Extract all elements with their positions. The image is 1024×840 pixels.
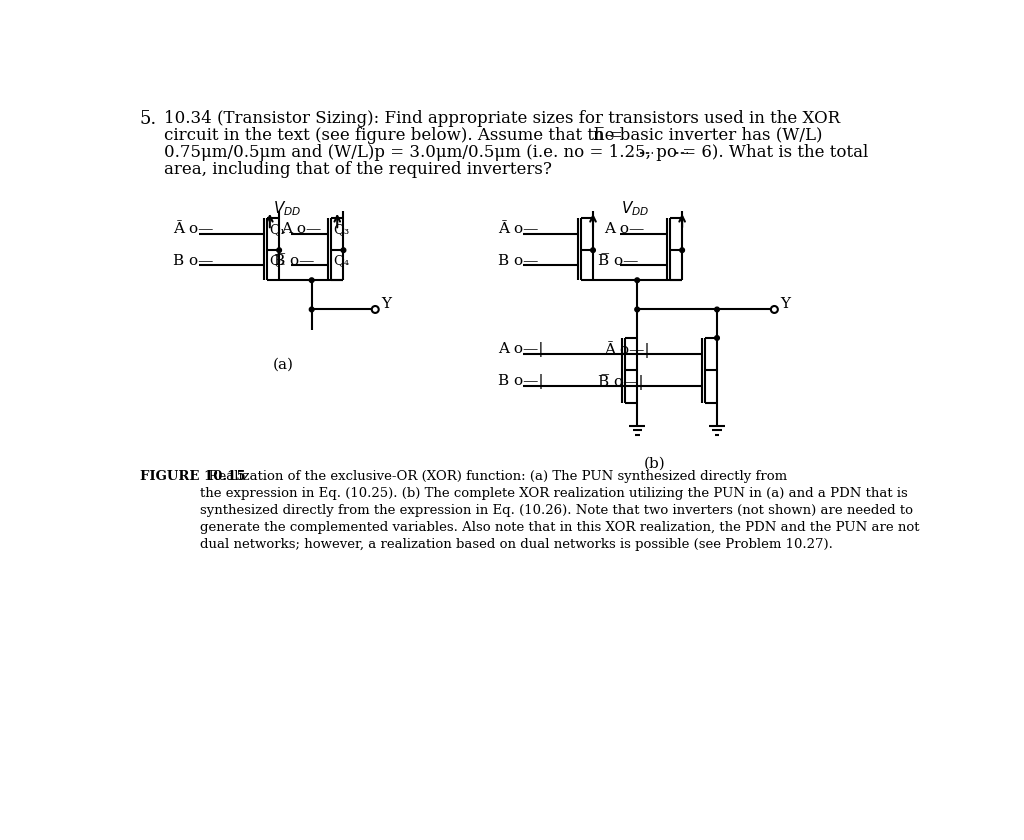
Text: Ā o—: Ā o— xyxy=(173,223,213,236)
Text: (a): (a) xyxy=(272,357,294,371)
Circle shape xyxy=(309,278,314,282)
Text: Q₃: Q₃ xyxy=(334,223,349,236)
Text: $V_{DD}$: $V_{DD}$ xyxy=(622,199,650,218)
Text: B̅ o—: B̅ o— xyxy=(274,254,314,268)
Text: Q₂: Q₂ xyxy=(269,254,286,267)
Text: B o—|: B o—| xyxy=(499,375,544,390)
Text: Y: Y xyxy=(780,297,791,311)
Text: FIGURE 10.15: FIGURE 10.15 xyxy=(139,470,246,483)
Text: B o—: B o— xyxy=(173,254,213,268)
Text: 5.: 5. xyxy=(139,110,157,128)
Text: circuit in the text (see figure below). Assume that the basic inverter has (W/L): circuit in the text (see figure below). … xyxy=(165,127,823,144)
Text: Ā o—: Ā o— xyxy=(499,223,539,236)
Circle shape xyxy=(635,307,640,312)
Text: $V_{DD}$: $V_{DD}$ xyxy=(272,199,301,218)
Circle shape xyxy=(341,248,346,253)
Circle shape xyxy=(309,307,314,312)
Circle shape xyxy=(276,248,282,253)
Text: Y: Y xyxy=(381,297,391,311)
Circle shape xyxy=(591,248,595,253)
Text: A o—|: A o—| xyxy=(499,342,544,357)
Text: Realization of the exclusive-OR (XOR) function: (a) The PUN synthesized directly: Realization of the exclusive-OR (XOR) fu… xyxy=(200,470,920,551)
Text: (b): (b) xyxy=(644,456,666,470)
Circle shape xyxy=(635,278,640,282)
Circle shape xyxy=(680,248,684,253)
Text: n̅ =: n̅ = xyxy=(593,127,623,144)
Circle shape xyxy=(715,307,719,312)
Text: B o—: B o— xyxy=(499,254,539,268)
Text: 0.75μm/0.5μm and (W/L)p = 3.0μm/0.5μm (i.e. no = 1.25, po = 6). What is the tota: 0.75μm/0.5μm and (W/L)p = 3.0μm/0.5μm (i… xyxy=(165,144,868,161)
Text: B̅ o—: B̅ o— xyxy=(598,254,638,268)
Text: A o—: A o— xyxy=(604,223,644,236)
Text: 10.34 (Transistor Sizing): Find appropriate sizes for transistors used in the XO: 10.34 (Transistor Sizing): Find appropri… xyxy=(165,110,841,127)
Text: A o—: A o— xyxy=(281,223,321,236)
Text: Ā o—|: Ā o—| xyxy=(604,341,649,358)
Circle shape xyxy=(715,336,719,340)
Text: Q₁: Q₁ xyxy=(269,223,285,236)
Text: area, including that of the required inverters?: area, including that of the required inv… xyxy=(165,160,552,178)
Text: Q₄: Q₄ xyxy=(334,254,349,267)
Text: B̅ o—|: B̅ o—| xyxy=(598,374,643,390)
